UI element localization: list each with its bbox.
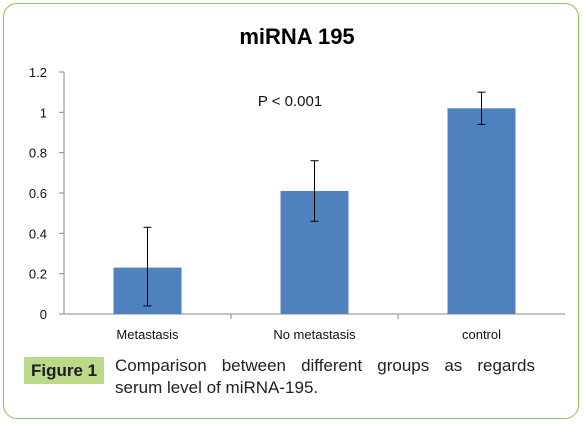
y-tick-label: 0.6 bbox=[29, 186, 47, 201]
y-tick-label: 1 bbox=[40, 105, 47, 120]
y-tick-label: 1.2 bbox=[29, 65, 47, 80]
y-axis-ticks: 0 0.2 0.4 0.6 0.8 1 1.2 bbox=[29, 65, 64, 322]
bars-group bbox=[113, 91, 516, 314]
x-tick-label: control bbox=[462, 327, 501, 342]
y-tick-label: 0.8 bbox=[29, 146, 47, 161]
bar-chart: miRNA 195 P < 0.001 0 0.2 0.4 0.6 0.8 1 1.2 Me… bbox=[29, 24, 565, 342]
chart-title: miRNA 195 bbox=[239, 24, 354, 49]
y-tick-label: 0.2 bbox=[29, 267, 47, 282]
caption-text: Comparison between different groups as r… bbox=[115, 356, 535, 397]
y-tick-label: 0.4 bbox=[29, 226, 47, 241]
x-tick-label: No metastasis bbox=[273, 327, 356, 342]
x-axis-ticks: Metastasis No metastasis control bbox=[116, 314, 501, 342]
bar bbox=[447, 108, 516, 314]
figure-label: Figure 1 bbox=[24, 357, 105, 384]
x-tick-label: Metastasis bbox=[116, 327, 179, 342]
figure-frame bbox=[3, 3, 579, 419]
y-tick-label: 0 bbox=[40, 307, 47, 322]
p-value-annotation: P < 0.001 bbox=[258, 93, 322, 110]
